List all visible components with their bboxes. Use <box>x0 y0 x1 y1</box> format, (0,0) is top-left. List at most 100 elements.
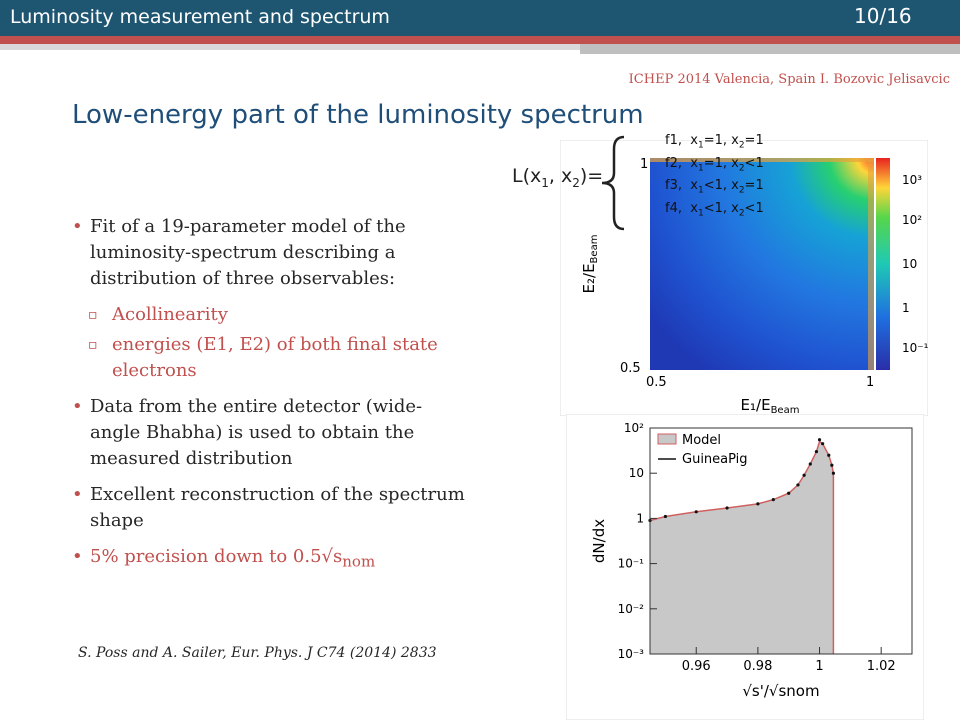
term-rel: =1 <box>744 133 764 148</box>
y-axis-label: dN/dx <box>590 519 608 563</box>
formula-terms: f1, x1=1, x2=1 f2, x1=1, x2<1 f3, x1<1, … <box>665 132 764 222</box>
heatmap-y-tick-1: 1 <box>640 157 648 172</box>
bullet-precision: 5% precision down to 0.5√snom <box>72 544 472 575</box>
term-sub: 2 <box>738 140 745 151</box>
heatmap-right-edge <box>868 158 874 370</box>
curly-brace <box>601 135 625 231</box>
x-tick-label: 1.02 <box>867 659 896 674</box>
bullet-fit-model: Fit of a 19-parameter model of the lumin… <box>72 214 472 292</box>
term-sub: 1 <box>697 140 704 151</box>
term-label: f2, <box>665 155 682 171</box>
guineapig-point <box>830 463 834 467</box>
colorbar-tick-10: 10 <box>902 257 917 271</box>
term-rel: =1, x <box>703 133 739 148</box>
bullet-reconstruction: Excellent reconstruction of the spectrum… <box>72 482 472 534</box>
term-sub: 1 <box>697 163 704 174</box>
sub-bullet-acollinearity: Acollinearity <box>72 302 472 328</box>
y-tick-label: 10⁻¹ <box>618 557 645 571</box>
lhs-part2: , x <box>548 165 573 187</box>
conference-line: ICHEP 2014 Valencia, Spain I. Bozovic Je… <box>628 72 950 87</box>
lhs-sub2: 2 <box>572 175 580 190</box>
term-sub: 1 <box>697 185 704 196</box>
colorbar-tick-0.1: 10⁻¹ <box>902 341 928 355</box>
header-bar <box>0 0 960 36</box>
luminosity-formula-lhs: L(x1, x2)= <box>512 165 603 190</box>
term-x: x <box>690 155 698 171</box>
heatmap-y-tick-0.5: 0.5 <box>620 361 641 376</box>
term-sub: 2 <box>738 163 745 174</box>
header-accent-stripe <box>0 36 960 44</box>
term-label: f1, <box>665 133 682 148</box>
x-tick-label: 0.98 <box>743 659 772 674</box>
guineapig-point <box>694 510 698 514</box>
sub-bullet-energies: energies (E1, E2) of both final state el… <box>72 332 472 384</box>
legend-model-label: Model <box>682 433 721 448</box>
formula-term-3: f3, x1<1, x2=1 <box>665 177 764 200</box>
precision-subscript: nom <box>342 552 376 571</box>
colorbar-tick-1: 1 <box>902 301 910 315</box>
bullet-list: Fit of a 19-parameter model of the lumin… <box>72 214 472 585</box>
guineapig-point <box>787 491 791 495</box>
x-axis-label: √s'/√snom <box>742 682 819 700</box>
term-x: x <box>690 178 698 194</box>
header-grey-stripe-right <box>580 44 960 54</box>
formula-term-2: f2, x1=1, x2<1 <box>665 155 764 178</box>
heatmap-top-edge <box>650 158 874 162</box>
y-tick-label: 10 <box>629 466 644 480</box>
x-tick-label: 0.96 <box>682 659 711 674</box>
term-rel: <1, x <box>703 200 739 216</box>
reference-citation: S. Poss and A. Sailer, Eur. Phys. J C74 … <box>78 645 437 661</box>
lhs-sub1: 1 <box>541 175 549 190</box>
term-rel: <1 <box>744 155 764 171</box>
guineapig-point <box>831 471 835 475</box>
colorbar-tick-1000: 10³ <box>902 173 922 187</box>
precision-text: 5% precision down to 0.5√s <box>90 546 343 567</box>
y-tick-label: 1 <box>636 511 644 525</box>
colorbar-tick-100: 10² <box>902 213 922 227</box>
model-area <box>650 441 834 654</box>
guineapig-point <box>814 450 819 454</box>
term-sub: 1 <box>697 208 704 219</box>
heatmap-x-tick-0.5: 0.5 <box>646 375 667 390</box>
term-label: f3, <box>665 178 682 194</box>
slide-number: 10/16 <box>854 4 912 28</box>
term-rel: <1 <box>744 200 764 216</box>
y-tick-label: 10⁻² <box>618 602 645 616</box>
heatmap-x-tick-1: 1 <box>866 375 874 390</box>
lhs-part3: )= <box>579 165 604 187</box>
term-x: x <box>690 133 698 148</box>
section-title: Luminosity measurement and spectrum <box>10 6 390 28</box>
heatmap-area <box>650 158 874 370</box>
heatmap-chart: 10³ 10² 10 1 10⁻¹ 1 0.5 0.5 1 E₁/EBeam E… <box>560 140 928 416</box>
guineapig-point <box>725 506 729 510</box>
term-rel: <1, x <box>703 178 739 194</box>
legend-guineapig-label: GuineaPig <box>682 452 748 467</box>
term-sub: 2 <box>738 185 745 196</box>
x-tick-label: 1 <box>815 659 823 674</box>
guineapig-point <box>796 483 800 487</box>
guineapig-point <box>827 453 831 457</box>
guineapig-point <box>663 514 668 519</box>
term-rel: =1, x <box>703 155 739 171</box>
guineapig-point <box>756 502 760 506</box>
term-rel: =1 <box>744 178 764 194</box>
legend-model-swatch <box>657 433 677 445</box>
formula-term-1: f1, x1=1, x2=1 <box>665 132 764 155</box>
header-grey-stripe <box>0 44 860 50</box>
y-tick-label: 10⁻³ <box>618 647 645 661</box>
lhs-part1: L(x <box>512 165 542 187</box>
plot-axes <box>649 427 913 655</box>
guineapig-point <box>771 498 775 502</box>
heatmap-colorbar <box>876 158 890 370</box>
guineapig-point <box>802 473 806 477</box>
y-tick-label: 10² <box>624 421 644 435</box>
slide-title: Low-energy part of the luminosity spectr… <box>72 100 644 130</box>
guineapig-point <box>808 462 812 466</box>
formula-term-4: f4, x1<1, x2<1 <box>665 200 764 223</box>
guineapig-point <box>821 442 825 446</box>
spectrum-plot-group: 10⁻³ 10⁻² 10⁻¹ 1 10 10² 0.96 0.98 1 1.02 √s'/√snom… <box>590 421 913 700</box>
guineapig-point <box>817 438 822 442</box>
term-sub: 2 <box>738 208 745 219</box>
spectrum-chart: 10⁻³ 10⁻² 10⁻¹ 1 10 10² 0.96 0.98 1 1.02 √s'/√snom… <box>566 414 924 720</box>
bullet-data-detector: Data from the entire detector (wide-angl… <box>72 394 472 472</box>
